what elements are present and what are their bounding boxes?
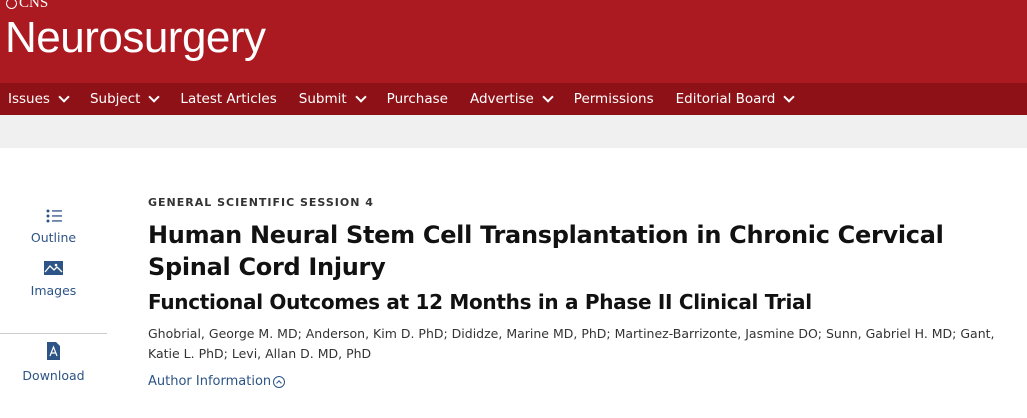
image-icon: [44, 261, 63, 275]
nav-item-advertise[interactable]: Advertise: [469, 90, 554, 107]
outline-button[interactable]: Outline: [0, 208, 107, 245]
author-information-toggle[interactable]: Author Information: [148, 374, 1018, 389]
sidebar-divider: [0, 333, 107, 334]
chevron-up-circle-icon: [273, 375, 286, 388]
article-title: Human Neural Stem Cell Transplantation i…: [148, 221, 944, 281]
pdf-icon: [47, 342, 60, 360]
chevron-down-icon: [58, 90, 70, 103]
nav-item-label: Editorial Board: [675, 91, 776, 107]
section-label: GENERAL SCIENTIFIC SESSION 4: [148, 196, 374, 209]
site-header: CNS Neurosurgery: [0, 0, 1027, 83]
main-nav: Issues Subject Latest Articles Submit Purcha…: [0, 83, 1027, 115]
images-label: Images: [30, 283, 77, 298]
nav-item-latest-articles[interactable]: Latest Articles: [180, 91, 276, 107]
nav-item-submit[interactable]: Submit: [298, 90, 367, 107]
nav-item-label: Issues: [8, 91, 50, 107]
nav-item-label: Subject: [89, 91, 141, 107]
nav-item-label: Advertise: [469, 91, 534, 107]
nav-item-permissions[interactable]: Permissions: [574, 91, 654, 107]
chevron-down-icon: [542, 90, 554, 103]
ad-band: [0, 115, 1027, 148]
article-sidebar: Outline Images Download: [0, 200, 107, 383]
chevron-down-icon: [355, 90, 367, 103]
cns-seal-icon: [6, 0, 17, 9]
nav-item-label: Permissions: [573, 91, 654, 107]
nav-item-purchase[interactable]: Purchase: [387, 91, 448, 107]
chevron-down-icon: [783, 90, 796, 103]
author-list: Ghobrial, George M. MD; Anderson, Kim D.…: [148, 326, 995, 361]
nav-item-label: Latest Articles: [180, 91, 277, 107]
article-header: GENERAL SCIENTIFIC SESSION 4 Human Neura…: [148, 196, 1018, 389]
nav-item-editorial-board[interactable]: Editorial Board: [675, 90, 796, 107]
download-label: Download: [22, 368, 85, 383]
author-information-label: Author Information: [148, 374, 272, 389]
journal-logo[interactable]: Neurosurgery: [5, 13, 266, 62]
cns-logo[interactable]: CNS: [6, 0, 48, 12]
chevron-down-icon: [148, 90, 161, 103]
nav-item-label: Purchase: [386, 91, 448, 107]
article-subtitle: Functional Outcomes at 12 Months in a Ph…: [148, 290, 812, 314]
outline-label: Outline: [30, 230, 77, 245]
list-icon: [46, 209, 62, 223]
download-button[interactable]: Download: [0, 342, 107, 383]
nav-item-issues[interactable]: Issues: [8, 90, 70, 107]
nav-item-label: Submit: [298, 91, 347, 107]
nav-item-subject[interactable]: Subject: [89, 90, 161, 107]
images-button[interactable]: Images: [0, 261, 107, 298]
